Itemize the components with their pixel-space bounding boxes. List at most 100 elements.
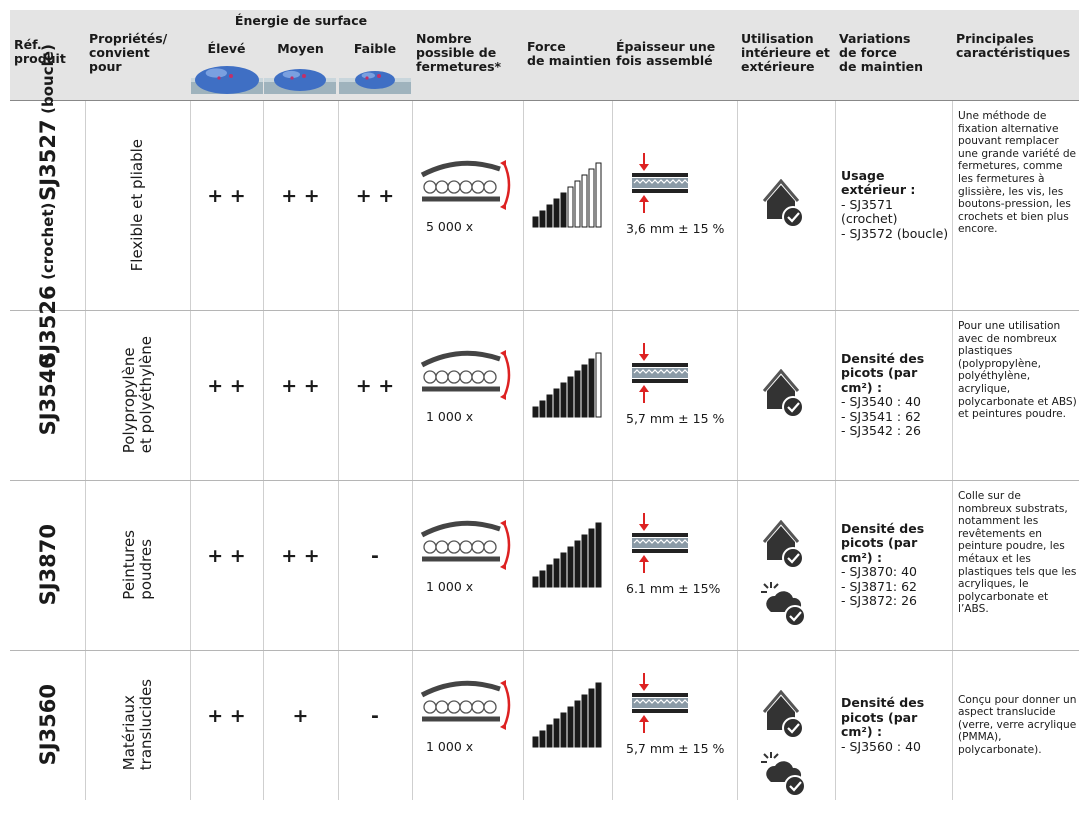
product-note: (boucle) xyxy=(38,43,57,114)
features-text: Colle sur de nombreux substrats, notamme… xyxy=(958,490,1077,616)
holding-icon xyxy=(532,682,602,748)
column-line xyxy=(737,100,738,800)
header-thickness-line: fois assemblé xyxy=(616,53,713,68)
product-ref: SJ3540 xyxy=(10,310,85,480)
closure-icon xyxy=(420,520,511,570)
variations-title: Usage extérieur : xyxy=(841,167,916,198)
closures-count: 1 000 x xyxy=(426,409,474,424)
header-thickness: Épaisseur une fois assemblé xyxy=(616,40,737,68)
product-ref-line: SJ3560 xyxy=(36,684,60,765)
rating: - xyxy=(371,545,379,567)
properties-text: Polypropylène et polyéthylène xyxy=(119,336,155,454)
header-usage-line: extérieure xyxy=(741,59,815,74)
column-line xyxy=(338,100,339,800)
header-properties-line: Propriétés/ xyxy=(89,31,168,46)
header-ref-line: produit xyxy=(14,51,66,66)
column-line xyxy=(263,100,264,800)
properties-text: Matériaux translucides xyxy=(119,679,155,771)
product-ref: SJ3870 xyxy=(10,480,85,650)
surface-drop-icon xyxy=(264,69,336,94)
closures-count: 5 000 x xyxy=(426,219,474,234)
properties-line: Polypropylène xyxy=(119,347,138,454)
indoor-icon xyxy=(763,690,804,739)
rating: - xyxy=(371,705,379,727)
header-holding-line: de maintien xyxy=(527,53,612,68)
rating: + + xyxy=(207,705,246,727)
product-code: SJ3540 xyxy=(35,354,60,436)
properties-line: Peintures xyxy=(119,530,138,600)
features-text: Pour une utilisation avec de nombreux pl… xyxy=(958,320,1077,421)
header-variations-line: Variations xyxy=(839,31,911,46)
product-note: (crochet) xyxy=(38,202,57,280)
header-ref-line: Réf. xyxy=(14,37,42,52)
rating: + + xyxy=(355,375,395,397)
properties-text: Peintures poudres xyxy=(119,530,155,600)
column-line xyxy=(952,100,953,800)
header-ref: Réf. produit xyxy=(14,38,85,66)
product-ref-stack: SJ3870 xyxy=(36,524,60,605)
variations-line: - SJ3872: 26 xyxy=(841,593,918,608)
closure-icon xyxy=(420,350,511,400)
row-line xyxy=(10,480,1079,481)
closure-icon xyxy=(420,160,511,210)
column-line xyxy=(190,100,191,800)
header-properties-line: convient xyxy=(89,45,150,60)
header-usage: Utilisation intérieure et extérieure xyxy=(741,32,835,74)
variations-title: Densité des picots (par cm²) : xyxy=(841,350,925,395)
product-ref-stack: SJ3560 xyxy=(36,684,60,765)
header-level: Moyen xyxy=(277,41,324,56)
header-features: Principales caractéristiques xyxy=(956,32,1079,60)
variations-line: - SJ3560 : 40 xyxy=(841,738,921,754)
product-ref-stack: SJ3540 xyxy=(36,354,60,435)
header-properties: Propriétés/convient pour xyxy=(89,32,190,74)
variations-line: - SJ3540 : 40 xyxy=(841,394,921,409)
header-level: Faible xyxy=(353,41,397,56)
row-line xyxy=(10,650,1079,651)
properties: Peintures poudres xyxy=(85,480,190,650)
rating: + + xyxy=(207,375,246,397)
features: Conçu pour donner un aspect translucide … xyxy=(958,650,1077,800)
properties: Polypropylène et polyéthylène xyxy=(85,310,190,480)
header-properties-line: pour xyxy=(89,59,122,74)
closure-icon xyxy=(420,680,511,730)
thickness-icon xyxy=(632,673,689,733)
rating: + + xyxy=(355,185,395,207)
properties-text: Flexible et pliable xyxy=(128,139,146,271)
header-variations-line: de maintien xyxy=(839,59,924,74)
product-code: SJ3560 xyxy=(35,684,60,766)
rating: + + xyxy=(281,375,320,397)
header-closures: Nombre possible de fermetures* xyxy=(416,32,523,74)
holding-icon xyxy=(532,522,602,588)
rating: + + xyxy=(281,185,320,207)
variations-title: Densité des picots (par cm²) : xyxy=(841,520,925,565)
thickness-icon xyxy=(632,343,689,403)
product-ref-line: SJ3540 xyxy=(36,354,60,435)
thickness-icon xyxy=(632,153,689,213)
header-closures-line: Nombre xyxy=(416,31,472,46)
header-level: Élevé xyxy=(207,41,246,56)
header-features-line: Principales xyxy=(956,31,1034,46)
features: Colle sur de nombreux substrats, notamme… xyxy=(958,480,1077,650)
thickness-value: 5,7 mm ± 15 % xyxy=(626,411,725,426)
header-usage-line: Utilisation xyxy=(741,31,814,46)
closures-count: 1 000 x xyxy=(426,579,474,594)
outdoor-icon xyxy=(761,582,806,627)
properties: Flexible et pliable xyxy=(85,100,190,310)
header-variations: Variations de force de maintien xyxy=(839,32,952,74)
properties-line: poudres xyxy=(136,539,155,600)
thickness-value: 6.1 mm ± 15% xyxy=(626,581,721,596)
holding-icon xyxy=(532,352,602,418)
column-line xyxy=(523,100,524,800)
thickness-icon xyxy=(632,513,689,573)
product-ref-line: SJ3527 (boucle) xyxy=(36,44,60,201)
variations-line: - SJ3572 (boucle) xyxy=(841,225,949,241)
rating: + + xyxy=(207,545,246,567)
variations: Usage extérieur :- SJ3571 (crochet) - SJ3… xyxy=(841,100,950,310)
row-line xyxy=(10,100,1079,101)
features: Pour une utilisation avec de nombreux pl… xyxy=(958,310,1077,480)
properties-line: Matériaux xyxy=(119,695,138,771)
variations-line: - SJ3571 (crochet) xyxy=(841,196,898,227)
product-code: SJ3527 xyxy=(35,118,60,201)
header-closures-line: fermetures* xyxy=(416,59,502,74)
